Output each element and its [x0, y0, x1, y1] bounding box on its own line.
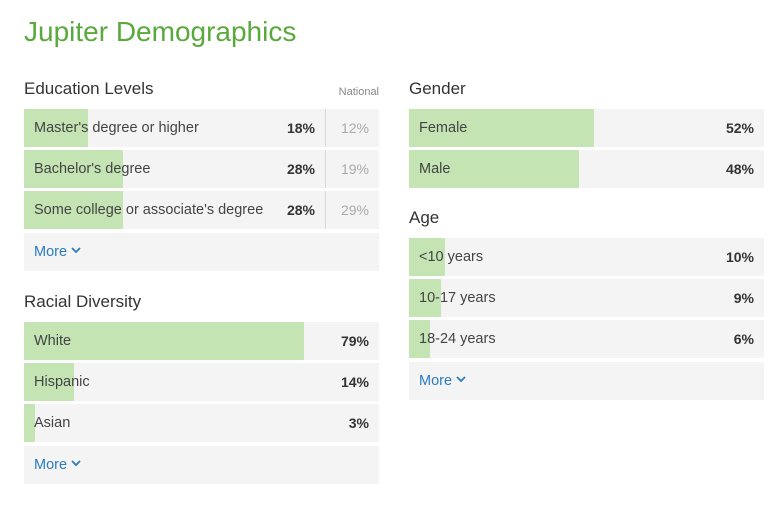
education-section-title: Education Levels — [24, 79, 154, 98]
age-label: <10 years — [419, 249, 484, 265]
age-percent: 9% — [733, 290, 754, 306]
racial-row: White 79% — [24, 322, 379, 360]
education-label: Some college or associate's degree — [34, 202, 264, 218]
age-percent: 10% — [725, 249, 754, 265]
education-more-label: More — [34, 244, 68, 260]
education-row: Master's degree or higher 18% 12% — [24, 109, 379, 147]
gender-bar — [409, 150, 579, 188]
education-percent: 28% — [286, 161, 315, 177]
racial-bar — [24, 363, 74, 401]
age-bar — [409, 238, 445, 276]
racial-bar — [24, 404, 35, 442]
education-national-percent: 19% — [325, 150, 379, 188]
gender-bar — [409, 109, 594, 147]
age-more-button[interactable]: More — [409, 362, 764, 400]
age-section-title: Age — [409, 208, 440, 227]
age-bar — [409, 279, 441, 317]
racial-label: White — [34, 333, 72, 349]
education-percent: 28% — [286, 202, 315, 218]
age-label: 18-24 years — [419, 331, 496, 347]
education-national-percent: 29% — [325, 191, 379, 229]
age-bar — [409, 320, 430, 358]
gender-row: Female 52% — [409, 109, 764, 147]
education-bar — [24, 109, 88, 147]
education-bar — [24, 150, 123, 188]
gender-percent: 48% — [725, 161, 754, 177]
gender-section-title: Gender — [409, 79, 466, 98]
gender-percent: 52% — [725, 120, 754, 136]
education-label: Master's degree or higher — [34, 120, 199, 136]
racial-label: Hispanic — [34, 374, 90, 390]
chevron-down-icon — [71, 247, 81, 254]
education-row: Bachelor's degree 28% 19% — [24, 150, 379, 188]
age-row: 18-24 years 6% — [409, 320, 764, 358]
gender-label: Male — [419, 161, 451, 177]
age-percent: 6% — [733, 331, 754, 347]
racial-percent: 79% — [340, 333, 369, 349]
age-more-label: More — [419, 373, 453, 389]
education-more-button[interactable]: More — [24, 233, 379, 271]
racial-percent: 3% — [348, 415, 369, 431]
age-row: 10-17 years 9% — [409, 279, 764, 317]
racial-row: Asian 3% — [24, 404, 379, 442]
racial-more-label: More — [34, 457, 68, 473]
education-row: Some college or associate's degree 28% 2… — [24, 191, 379, 229]
national-column-header: National — [338, 86, 379, 98]
racial-section-title: Racial Diversity — [24, 292, 142, 311]
page-title: Jupiter Demographics — [24, 16, 297, 47]
education-bar — [24, 191, 123, 229]
racial-row: Hispanic 14% — [24, 363, 379, 401]
racial-more-button[interactable]: More — [24, 446, 379, 484]
education-percent: 18% — [286, 120, 315, 136]
chevron-down-icon — [71, 460, 81, 467]
racial-label: Asian — [34, 415, 71, 431]
racial-bar — [24, 322, 304, 360]
education-label: Bachelor's degree — [34, 161, 151, 177]
chevron-down-icon — [456, 376, 466, 383]
education-national-percent: 12% — [325, 109, 379, 147]
gender-row: Male 48% — [409, 150, 764, 188]
age-row: <10 years 10% — [409, 238, 764, 276]
racial-percent: 14% — [340, 374, 369, 390]
age-label: 10-17 years — [419, 290, 496, 306]
gender-label: Female — [419, 120, 468, 136]
